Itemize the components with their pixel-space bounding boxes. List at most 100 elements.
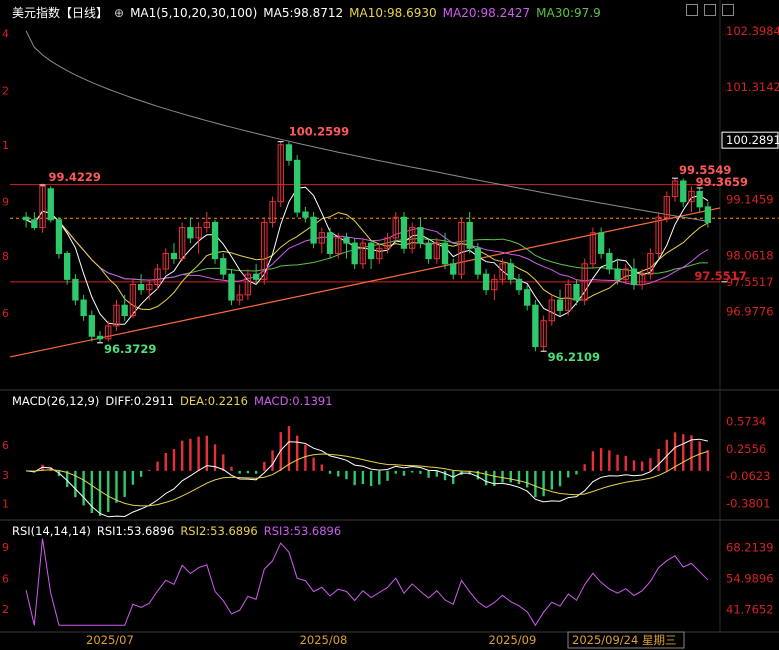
ma20-line [25,210,709,286]
rsi-label: RSI(14,14,14) [12,524,91,538]
candle-body [704,206,712,223]
candle-body [663,196,670,218]
rsi-left-tick: 2 [2,603,9,616]
rsi-header: RSI(14,14,14) RSI1:53.6896 RSI2:53.6896 … [12,524,341,538]
candle-body [31,219,38,229]
price-annotation: 96.2109 [548,350,600,364]
candle-body [22,216,30,221]
candle-body [384,237,391,249]
candle-body [433,242,440,260]
candle-body [581,263,588,301]
candle-body [491,278,498,291]
candle-body [597,232,605,254]
candle-body [105,325,112,340]
candle-body [466,221,473,249]
candle-body [220,258,227,275]
macd-dea: DEA:0.2216 [180,394,248,408]
price-annotation: 96.3729 [104,342,156,356]
candle-body [450,263,457,275]
candle-body [211,221,219,260]
candle-body [573,284,580,301]
x-tick-label: 2025/07 [86,633,134,647]
candle-body [236,294,243,301]
cursor-date-box [567,631,685,649]
candle-body [359,242,367,265]
ma10-value: MA10:98.6930 [349,5,437,20]
candle-body [285,144,293,161]
candle-body [64,252,71,280]
candle-body [565,284,572,311]
candle-body [96,335,104,340]
macd-y-tick: 0.2556 [726,442,766,456]
candle-body [680,180,687,203]
candle-body [179,227,186,260]
candle-body [589,232,597,265]
candle-body [425,242,432,260]
main-chart-header: 美元指数【日线】 ⊕ MA1(5,10,20,30,100) MA5:98.87… [12,4,601,21]
rsi1-value: RSI1:53.6896 [96,524,175,538]
trend-line [9,207,721,358]
x-tick-label: 2025/09 [489,633,537,647]
candle-body [688,190,695,203]
target-icon[interactable]: ⊕ [114,5,125,20]
candle-body [515,278,523,291]
ma-label: MA1(5,10,20,30,100) [130,5,258,20]
macd-y-tick: 0.5734 [726,415,766,429]
y-tick-label: 96.9776 [726,305,774,319]
candle-body [302,211,309,218]
candle-body [170,252,178,260]
rsi-y-tick: 41.7652 [726,602,774,616]
candle-body [458,221,465,275]
candle-body [310,216,317,244]
ma5-line [25,186,709,325]
price-annotation: 99.3659 [696,175,748,189]
y-tick-label: 97.5517 [726,275,774,289]
candle-body [376,247,383,260]
rsi-y-tick: 68.2139 [726,541,774,555]
candle-body [606,252,613,270]
left-tick: 8 [2,250,9,263]
candle-body [154,268,161,286]
candle-body [400,216,408,249]
candle-body [343,237,350,244]
candle-body [244,273,252,296]
candle-body [441,242,449,265]
macd-y-tick: -0.0623 [726,469,770,483]
candle-body [137,284,145,291]
candle-body [532,304,539,348]
rsi-left-tick: 9 [2,541,9,554]
candle-body [499,263,506,280]
candle-body [146,284,153,291]
macd-y-tick: -0.3801 [726,496,770,510]
rsi2-value: RSI2:53.6896 [180,524,258,538]
macd-header: MACD(26,12,9) DIFF:0.2911 DEA:0.2216 MAC… [12,394,333,408]
rsi-left-tick: 6 [2,572,9,585]
macd-left-tick: 1 [2,497,9,510]
left-tick: 6 [2,307,9,320]
grid-icon[interactable] [704,4,716,16]
candle-body [548,299,555,322]
candle-body [187,227,194,239]
window-controls [686,4,734,16]
ma10-line [25,210,709,311]
candle-body [655,216,662,254]
ma5-value: MA5:98.8712 [263,5,344,20]
left-tick: 1 [2,139,9,152]
candle-body [80,299,87,317]
restore-icon[interactable] [686,4,698,16]
macd-diff-line [26,438,709,518]
close-panel-icon[interactable] [722,4,734,16]
chart-title: 美元指数【日线】 [12,6,109,20]
candle-body [203,221,210,229]
candle-body [326,232,334,254]
rsi-line [25,538,709,627]
y-tick-label: 99.1459 [726,192,774,206]
y-tick-label: 100.2891 [726,133,779,147]
candle-body [39,185,46,229]
candle-body [121,304,128,317]
candle-body [524,289,531,306]
candle-body [335,237,342,254]
macd-left-tick: 3 [2,469,9,482]
candle-body [630,268,638,286]
